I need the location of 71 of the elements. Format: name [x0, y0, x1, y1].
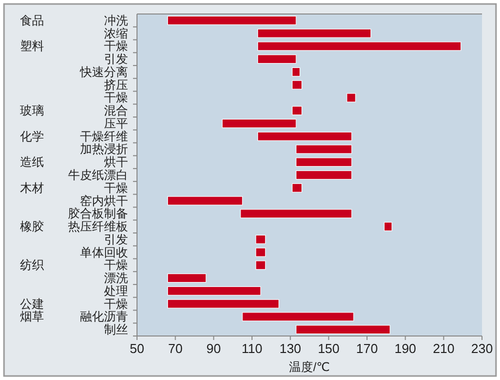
bar — [257, 42, 462, 51]
y-tick-label: 漂洗 — [104, 271, 128, 286]
bar — [257, 132, 352, 141]
bar — [296, 170, 352, 180]
text: 烟草 — [20, 310, 44, 324]
y-tick-label: 干燥 — [104, 90, 128, 105]
bar — [167, 299, 280, 308]
y-tick-label: 挤压 — [104, 78, 128, 92]
bar — [292, 67, 300, 77]
x-axis-title: 温度/℃ — [289, 360, 330, 374]
bar — [292, 80, 302, 90]
y-tick-label: 浓缩 — [104, 26, 128, 40]
x-tick-label: 170 — [356, 341, 378, 356]
y-tick-label: 压平 — [104, 116, 128, 130]
x-tick-label: 110 — [242, 341, 262, 356]
bar — [167, 196, 243, 206]
y-tick-label: 处理 — [104, 284, 128, 298]
text: 木材 — [20, 180, 44, 195]
text: 公建 — [20, 296, 44, 311]
y-tick-label: 冲洗 — [104, 13, 128, 28]
bar — [257, 54, 296, 64]
x-tick-label: 190 — [394, 341, 416, 356]
y-tick-label: 热压纤维板 — [68, 220, 128, 234]
bar — [256, 234, 266, 244]
text: 化学 — [20, 129, 44, 144]
y-tick-label: 胶合板制备 — [68, 206, 128, 221]
bar — [296, 158, 352, 167]
y-tick-label: 牛皮纸漂白 — [68, 168, 128, 182]
y-tick-label: 引发 — [104, 52, 128, 66]
bar — [256, 260, 266, 270]
text: 玻璃 — [20, 104, 44, 118]
bar — [167, 286, 261, 296]
y-tick-label: 制丝 — [104, 322, 128, 337]
x-tick-label: 210 — [432, 341, 455, 356]
x-tick-label: 70 — [168, 341, 183, 356]
x-tick-label: 150 — [318, 341, 340, 356]
y-tick-label: 引发 — [104, 232, 128, 246]
y-tick-label: 窑内烘干 — [80, 194, 128, 208]
text: 纺织 — [20, 258, 44, 272]
y-tick-label: 加热浸折 — [80, 142, 128, 156]
bar — [222, 118, 296, 128]
bar — [167, 16, 296, 25]
y-tick-label: 融化沥青 — [80, 310, 128, 324]
text: 橡胶 — [20, 220, 44, 234]
bar — [296, 325, 390, 334]
x-tick-label: 50 — [130, 341, 144, 356]
bar — [384, 222, 392, 232]
x-tick-label: 130 — [279, 341, 302, 356]
bar — [257, 28, 372, 38]
x-tick-label: 230 — [471, 341, 493, 356]
bar — [346, 93, 356, 102]
y-tick-label: 干燥 — [104, 180, 128, 195]
y-tick-label: 干燥 — [104, 258, 128, 272]
bar — [240, 209, 352, 218]
bar — [242, 312, 354, 322]
bar — [292, 106, 302, 116]
y-tick-label: 干燥纤维 — [80, 129, 128, 144]
bar — [296, 144, 352, 154]
bar — [292, 183, 302, 192]
y-tick-label: 干燥 — [104, 296, 128, 311]
bar — [256, 248, 266, 257]
y-tick-label: 混合 — [104, 104, 128, 118]
y-tick-label: 干燥 — [104, 39, 128, 54]
text: 塑料 — [20, 39, 44, 54]
text: 食品 — [20, 13, 44, 28]
y-tick-label: 单体回收 — [80, 245, 128, 260]
y-tick-label: 快速分离 — [79, 64, 128, 79]
bar — [167, 273, 206, 283]
text: 造纸 — [20, 155, 44, 170]
y-tick-label: 烘干 — [104, 155, 128, 170]
x-tick-label: 90 — [206, 341, 221, 356]
